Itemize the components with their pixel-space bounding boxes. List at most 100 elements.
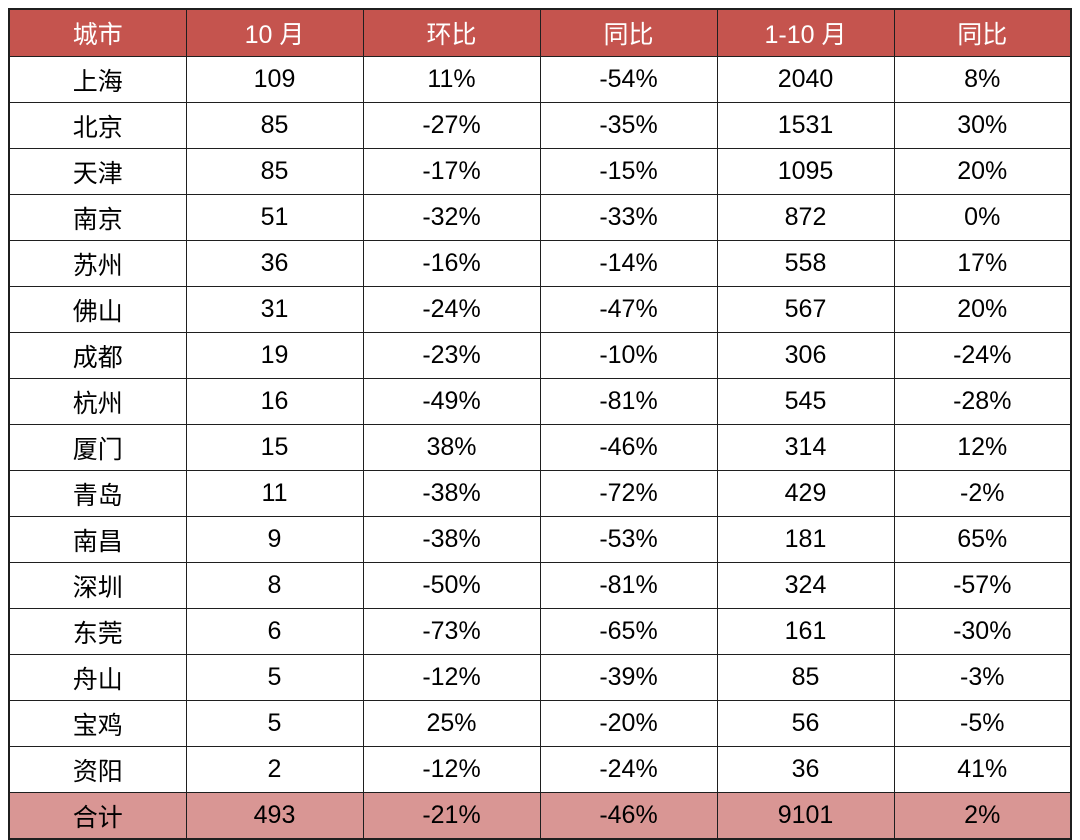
city-name-cell: 北京 [8, 102, 187, 149]
value-cell: -32% [362, 194, 541, 241]
value-cell: 56 [716, 700, 895, 747]
value-cell: 17% [893, 240, 1072, 287]
value-cell: 109 [185, 56, 364, 103]
city-name-cell: 天津 [8, 148, 187, 195]
value-cell: 181 [716, 516, 895, 563]
city-name-cell: 苏州 [8, 240, 187, 287]
value-cell: -38% [362, 516, 541, 563]
value-cell: 567 [716, 286, 895, 333]
column-header-3: 同比 [539, 8, 718, 57]
value-cell: 85 [185, 102, 364, 149]
value-cell: -33% [539, 194, 718, 241]
city-sales-table: 城市 10 月环比 同比 1-10 月同比 上海 109 11% -54% 2040 8% 北京 8… [8, 8, 1072, 840]
value-cell: -27% [362, 102, 541, 149]
value-cell: -24% [893, 332, 1072, 379]
value-cell: 872 [716, 194, 895, 241]
value-cell: -81% [539, 378, 718, 425]
city-name-cell: 青岛 [8, 470, 187, 517]
value-cell: 9 [185, 516, 364, 563]
header-row: 城市 10 月环比 同比 1-10 月同比 [8, 8, 1072, 57]
table-row: 资阳 2 -12% -24% 36 41% [8, 746, 1072, 793]
table-header: 城市 10 月环比 同比 1-10 月同比 [8, 8, 1072, 57]
value-cell: 161 [716, 608, 895, 655]
total-value-cell: 9101 [716, 792, 895, 840]
value-cell: -53% [539, 516, 718, 563]
value-cell: 5 [185, 700, 364, 747]
value-cell: -5% [893, 700, 1072, 747]
value-cell: 15 [185, 424, 364, 471]
value-cell: -39% [539, 654, 718, 701]
column-header-2: 环比 [362, 8, 541, 57]
value-cell: 41% [893, 746, 1072, 793]
value-cell: 1095 [716, 148, 895, 195]
value-cell: 30% [893, 102, 1072, 149]
value-cell: -23% [362, 332, 541, 379]
total-label-cell: 合计 [8, 792, 187, 840]
table-row: 深圳 8 -50% -81% 324 -57% [8, 562, 1072, 609]
value-cell: 36 [185, 240, 364, 287]
value-cell: 36 [716, 746, 895, 793]
value-cell: -10% [539, 332, 718, 379]
column-header-0: 城市 [8, 8, 187, 57]
value-cell: 306 [716, 332, 895, 379]
table-body: 上海 109 11% -54% 2040 8% 北京 85 -27% -35% 1531 30% 天津 8… [8, 56, 1072, 793]
value-cell: 0% [893, 194, 1072, 241]
value-cell: -35% [539, 102, 718, 149]
value-cell: 1531 [716, 102, 895, 149]
value-cell: -20% [539, 700, 718, 747]
column-header-4: 1-10 月 [716, 8, 895, 57]
value-cell: 31 [185, 286, 364, 333]
value-cell: 65% [893, 516, 1072, 563]
column-header-5: 同比 [893, 8, 1072, 57]
city-name-cell: 东莞 [8, 608, 187, 655]
value-cell: 19 [185, 332, 364, 379]
city-name-cell: 成都 [8, 332, 187, 379]
value-cell: 545 [716, 378, 895, 425]
value-cell: -57% [893, 562, 1072, 609]
value-cell: -28% [893, 378, 1072, 425]
value-cell: 314 [716, 424, 895, 471]
table-row: 厦门 15 38% -46% 314 12% [8, 424, 1072, 471]
total-value-cell: -46% [539, 792, 718, 840]
table-row: 苏州 36 -16% -14% 558 17% [8, 240, 1072, 287]
value-cell: -24% [362, 286, 541, 333]
value-cell: 2040 [716, 56, 895, 103]
value-cell: 20% [893, 286, 1072, 333]
total-value-cell: 2% [893, 792, 1072, 840]
value-cell: 12% [893, 424, 1072, 471]
value-cell: 5 [185, 654, 364, 701]
value-cell: 16 [185, 378, 364, 425]
value-cell: 558 [716, 240, 895, 287]
value-cell: 324 [716, 562, 895, 609]
city-name-cell: 佛山 [8, 286, 187, 333]
value-cell: 85 [716, 654, 895, 701]
city-name-cell: 宝鸡 [8, 700, 187, 747]
city-name-cell: 深圳 [8, 562, 187, 609]
value-cell: 2 [185, 746, 364, 793]
value-cell: 51 [185, 194, 364, 241]
city-name-cell: 杭州 [8, 378, 187, 425]
table-row: 南昌 9 -38% -53% 181 65% [8, 516, 1072, 563]
value-cell: -12% [362, 654, 541, 701]
value-cell: 6 [185, 608, 364, 655]
value-cell: 20% [893, 148, 1072, 195]
table-row: 东莞 6 -73% -65% 161 -30% [8, 608, 1072, 655]
city-name-cell: 厦门 [8, 424, 187, 471]
value-cell: 11 [185, 470, 364, 517]
value-cell: -50% [362, 562, 541, 609]
total-value-cell: -21% [362, 792, 541, 840]
city-name-cell: 上海 [8, 56, 187, 103]
value-cell: 85 [185, 148, 364, 195]
table-row: 佛山 31 -24% -47% 567 20% [8, 286, 1072, 333]
value-cell: 38% [362, 424, 541, 471]
value-cell: -81% [539, 562, 718, 609]
value-cell: 25% [362, 700, 541, 747]
value-cell: -16% [362, 240, 541, 287]
value-cell: -38% [362, 470, 541, 517]
city-name-cell: 资阳 [8, 746, 187, 793]
value-cell: -46% [539, 424, 718, 471]
value-cell: -14% [539, 240, 718, 287]
table-row: 舟山 5 -12% -39% 85 -3% [8, 654, 1072, 701]
value-cell: -65% [539, 608, 718, 655]
